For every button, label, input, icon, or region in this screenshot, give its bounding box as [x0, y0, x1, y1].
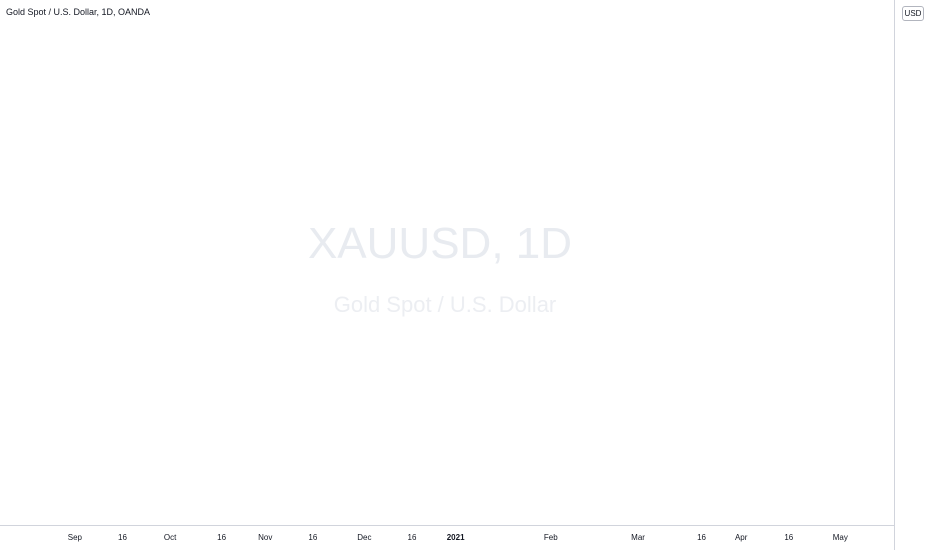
x-tick-label: 16 [217, 533, 226, 542]
x-tick-label: Dec [357, 533, 371, 542]
x-tick-label: Apr [735, 533, 748, 542]
x-tick-label: 16 [697, 533, 706, 542]
x-tick-label: 16 [784, 533, 793, 542]
x-tick-label: Mar [631, 533, 645, 542]
x-tick-label: 16 [118, 533, 127, 542]
currency-button[interactable]: USD [902, 6, 924, 21]
symbol-title: Gold Spot / U.S. Dollar, 1D, OANDA [6, 7, 151, 17]
x-tick-label: May [833, 533, 848, 542]
watermark-name: Gold Spot / U.S. Dollar [334, 292, 557, 317]
x-tick-label: Oct [164, 533, 177, 542]
x-tick-label: 16 [408, 533, 417, 542]
x-tick-label: Feb [544, 533, 558, 542]
x-tick-label: 16 [308, 533, 317, 542]
x-tick-label: 2021 [447, 533, 465, 542]
x-tick-label: Sep [68, 533, 83, 542]
watermark-ticker: XAUUSD, 1D [308, 219, 572, 268]
x-tick-label: Nov [258, 533, 272, 542]
